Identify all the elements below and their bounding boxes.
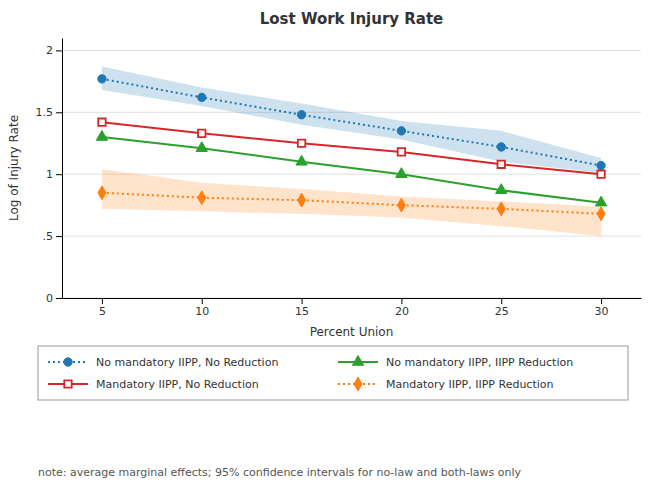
line [102,79,601,166]
tick-label: 2 [46,44,53,57]
tick-label: 30 [595,305,609,318]
line [102,193,601,214]
tick-label: 25 [495,305,509,318]
note: note: average marginal effects; 95% conf… [38,466,522,479]
marker [297,111,305,119]
tick-mark [302,298,303,304]
tick: 2 [46,44,62,57]
tick-mark [56,112,62,113]
tick-label: 20 [395,305,409,318]
legend-item: No mandatory IIPP, IIPP Reduction [338,355,573,369]
marker [595,196,606,206]
grid-line [62,174,641,175]
tick: 1 [46,168,62,181]
grid-y [62,50,641,298]
legend: No mandatory IIPP, No Reduction No mandat… [38,346,628,400]
marker [298,193,306,207]
marker [196,142,207,152]
marker [96,131,107,141]
marker [397,198,405,212]
tick: 1.5 [36,106,63,119]
markers [98,118,605,177]
tick-mark [56,298,62,299]
y-axis: 0 .5 1 1.5 2 [36,39,63,306]
markers [96,131,606,206]
markers [98,75,606,170]
tick-mark [56,174,62,175]
legend-marker [64,380,71,387]
x-axis: 5 10 15 20 25 30 [63,298,642,318]
grid-line [62,236,641,237]
marker [198,93,206,101]
legend-box [38,346,628,400]
y-axis-title: Log of Injury Rate [7,115,21,221]
legend-item: Mandatory IIPP, No Reduction [48,378,259,391]
legend-marker [64,358,72,366]
tick-label: 0 [46,292,53,305]
legend-marker [352,355,363,365]
tick: 10 [195,298,209,318]
marker [397,127,405,135]
marker [398,148,405,155]
marker [296,155,307,165]
legend-label: No mandatory IIPP, No Reduction [96,356,278,369]
marker [198,191,206,205]
marker [98,75,106,83]
axis-line [63,298,642,299]
marker [396,168,407,178]
tick: .5 [43,230,63,243]
marker [496,184,507,194]
tick-label: .5 [43,230,54,243]
tick-mark [56,236,62,237]
tick-label: 5 [99,305,106,318]
marker [597,170,604,177]
marker [497,143,505,151]
tick-label: 10 [195,305,209,318]
title: Lost Work Injury Rate [260,10,444,28]
legend-label: Mandatory IIPP, No Reduction [96,378,259,391]
grid-line [62,50,641,51]
marker [98,118,105,125]
confidence-band [102,66,601,172]
x-axis-title: Percent Union [310,325,394,339]
marker [498,161,505,168]
confidence-band [102,169,601,236]
line [102,122,601,174]
tick: 30 [595,298,609,318]
markers [98,186,605,221]
grid-line [62,298,641,299]
tick-label: 15 [295,305,309,318]
tick-mark [401,298,402,304]
tick: 5 [99,298,106,318]
tick: 15 [295,298,309,318]
tick: 0 [46,292,62,305]
marker [298,140,305,147]
legend-marker [354,377,362,391]
legend-label: Mandatory IIPP, IIPP Reduction [386,378,554,391]
tick-mark [102,298,103,304]
tick: 25 [495,298,509,318]
tick-mark [601,298,602,304]
marks [96,66,606,236]
marker [597,207,605,221]
tick-mark [56,50,62,51]
marker [198,130,205,137]
marker [497,202,505,216]
plot: 5 10 15 20 25 30 0 .5 1 1.5 2 [36,39,642,318]
marker [597,161,605,169]
tick-label: 1.5 [36,106,54,119]
legend-item: No mandatory IIPP, No Reduction [48,356,278,369]
tick-label: 1 [46,168,53,181]
axis-line [62,39,63,299]
legend-label: No mandatory IIPP, IIPP Reduction [386,356,573,369]
tick: 20 [395,298,409,318]
legend-item: Mandatory IIPP, IIPP Reduction [338,377,554,391]
chart: 5 10 15 20 25 30 0 .5 1 1.5 2 Lost Work Injury Rate… [0,0,665,488]
tick-mark [501,298,502,304]
tick-mark [202,298,203,304]
marker [98,186,106,200]
